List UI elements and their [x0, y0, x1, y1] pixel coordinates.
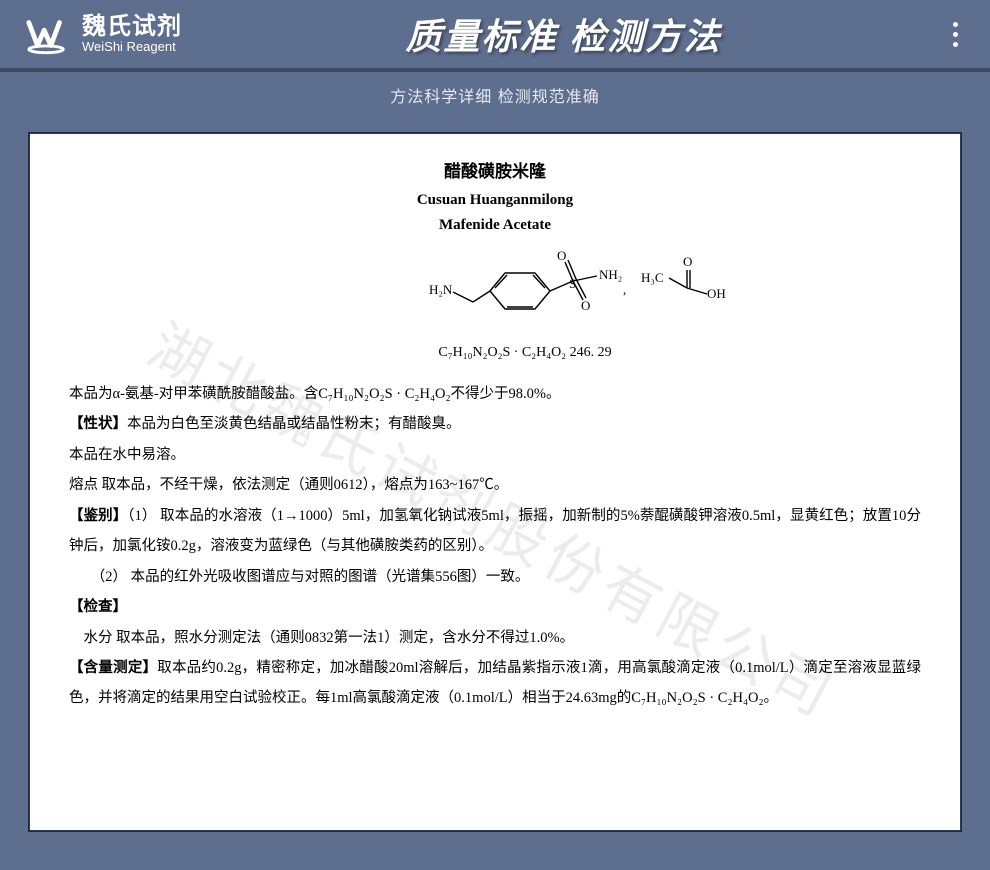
svg-text:O: O: [557, 248, 566, 263]
paragraph-intro: 本品为α-氨基-对甲苯磺酰胺醋酸盐。含C₇H₁₀N₂O₂S · C₂H₄O₂不得…: [69, 379, 921, 409]
doc-title-en: Mafenide Acetate: [69, 217, 921, 234]
svg-text:O: O: [683, 254, 692, 269]
section-label: 【检查】: [69, 599, 127, 615]
para-text: 本品为α-氨基-对甲苯磺酰胺醋酸盐。含C₇H₁₀N₂O₂S · C₂H₄O₂不得…: [69, 386, 561, 402]
svg-text:NH₂: NH₂: [599, 267, 622, 282]
paragraph-assay: 【含量测定】取本品约0.2g，精密称定，加冰醋酸20ml溶解后，加结晶紫指示液1…: [69, 653, 921, 714]
svg-text:O: O: [581, 298, 590, 313]
brand-logo: 魏氏试剂 WeiShi Reagent: [24, 10, 182, 58]
paragraph-check: 【检查】: [69, 592, 921, 622]
para-text: 取本品约0.2g，精密称定，加冰醋酸20ml溶解后，加结晶紫指示液1滴，用高氯酸…: [69, 660, 921, 706]
page-title: 质量标准 检测方法: [182, 8, 945, 60]
para-text: （1） 取本品的水溶液（1→1000）5ml，加氢氧化钠试液5ml，振摇，加新制…: [69, 508, 921, 554]
sheet-container: 湖北魏氏试剂股份有限公司 醋酸磺胺米隆 Cusuan Huanganmilong…: [0, 118, 990, 860]
paragraph-identify-2: （2） 本品的红外光吸收图谱应与对照的图谱（光谱集556图）一致。: [69, 562, 921, 592]
svg-text:S: S: [569, 276, 576, 291]
header-bar: 魏氏试剂 WeiShi Reagent 质量标准 检测方法: [0, 0, 990, 72]
paragraph-water: 水分 取本品，照水分测定法（通则0832第一法1）测定，含水分不得过1.0%。: [69, 623, 921, 653]
paragraph-solubility: 本品在水中易溶。: [69, 440, 921, 470]
document-sheet: 湖北魏氏试剂股份有限公司 醋酸磺胺米隆 Cusuan Huanganmilong…: [28, 132, 962, 832]
section-label: 【含量测定】: [69, 660, 157, 676]
doc-title-pinyin: Cusuan Huanganmilong: [69, 192, 921, 209]
more-menu-icon[interactable]: [945, 14, 966, 55]
doc-title-cn: 醋酸磺胺米隆: [69, 157, 921, 182]
paragraph-properties: 【性状】本品为白色至淡黄色结晶或结晶性粉末；有醋酸臭。: [69, 409, 921, 439]
logo-mark-icon: [24, 10, 72, 58]
page-subtitle: 方法科学详细 检测规范准确: [0, 72, 990, 118]
chemical-structure-diagram: H₂N O O S NH₂ , H₃C: [189, 248, 921, 339]
logo-text-en: WeiShi Reagent: [82, 40, 182, 54]
molecular-formula: C₇H₁₀N₂O₂S · C₂H₄O₂ 246. 29: [129, 345, 921, 361]
svg-text:H₂N: H₂N: [429, 282, 453, 297]
para-text: 本品为白色至淡黄色结晶或结晶性粉末；有醋酸臭。: [127, 416, 461, 432]
svg-text:,: ,: [623, 282, 626, 297]
paragraph-identify: 【鉴别】（1） 取本品的水溶液（1→1000）5ml，加氢氧化钠试液5ml，振摇…: [69, 501, 921, 562]
paragraph-melting: 熔点 取本品，不经干燥，依法测定（通则0612），熔点为163~167℃。: [69, 470, 921, 500]
svg-text:H₃C: H₃C: [641, 270, 664, 285]
logo-text-cn: 魏氏试剂: [82, 14, 182, 40]
svg-text:OH: OH: [707, 286, 726, 301]
section-label: 【性状】: [69, 416, 127, 432]
section-label: 【鉴别】: [69, 508, 127, 524]
document-body: 醋酸磺胺米隆 Cusuan Huanganmilong Mafenide Ace…: [69, 157, 921, 714]
